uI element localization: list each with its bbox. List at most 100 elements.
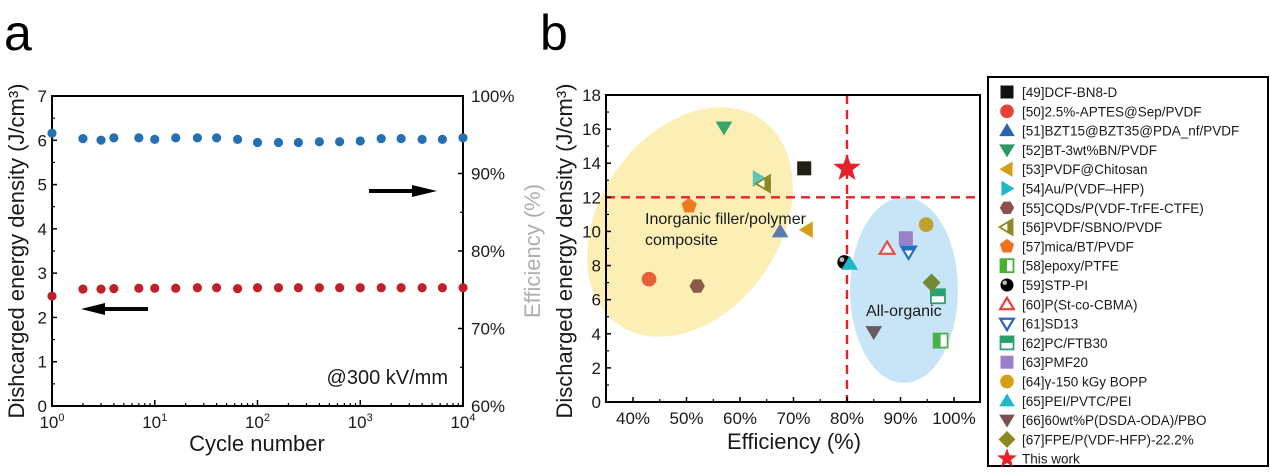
legend-item: [60]P(St-co-CBMA): [998, 295, 1138, 312]
energy-density-point: [134, 283, 144, 293]
legend-item: [63]PMF20: [1000, 355, 1088, 370]
chart-a-xtick-label: 101: [142, 412, 167, 432]
energy-density-point: [273, 283, 284, 293]
data-point: [833, 153, 861, 180]
reference-lines: [606, 95, 980, 402]
efficiency-point: [273, 137, 284, 148]
legend-marker-icon: [1000, 374, 1014, 389]
legend-label: [50]2.5%-APTES@Sep/PVDF: [1022, 104, 1202, 119]
arrow-left-icon: [81, 303, 148, 315]
legend-label: [62]PC/FTB30: [1022, 336, 1108, 351]
efficiency-point: [293, 137, 303, 148]
legend-marker-icon: [998, 430, 1016, 448]
chart-a-y2tick-label: 80%: [471, 242, 505, 261]
energy-density-point: [417, 283, 427, 293]
legend-item: [49]DCF-BN8-D: [1000, 85, 1118, 100]
region-all-organic: [850, 197, 958, 383]
legend-item: [53]PVDF@Chitosan: [999, 161, 1148, 177]
legend-label: [51]BZT15@BZT35@PDA_nf/PVDF: [1022, 124, 1239, 139]
energy-density-point: [335, 283, 345, 293]
data-point: [922, 273, 941, 292]
energy-density-point: [437, 283, 447, 293]
chart-a-ytick-label: 4: [38, 220, 47, 239]
legend-item: [57]mica/BT/PVDF: [999, 238, 1134, 254]
chart-b-ytick-label: 16: [582, 120, 601, 139]
chart-b-xtick-label: 80%: [830, 409, 864, 428]
efficiency-point: [47, 128, 57, 138]
energy-density-point: [192, 283, 202, 293]
efficiency-point: [212, 133, 222, 143]
legend-marker-icon: [1001, 180, 1015, 197]
efficiency-point: [396, 134, 406, 144]
legend-item: [55]CQDs/P(VDF-TrFE-CTFE): [999, 201, 1204, 216]
data-point: [899, 245, 918, 262]
efficiency-point: [335, 137, 345, 147]
energy-density-point: [252, 283, 263, 293]
legend-label: [66]60wt%P(DSDA-ODA)/PBO: [1022, 413, 1207, 428]
data-point: [641, 271, 657, 287]
chart-a-xtick-label: 103: [348, 412, 373, 432]
legend-marker-icon: [997, 448, 1017, 468]
efficiency-point: [252, 137, 263, 148]
efficiency-point: [78, 134, 88, 144]
chart-b-ytick-label: 6: [592, 291, 601, 310]
efficiency-point: [109, 133, 119, 143]
energy-density-point: [78, 284, 88, 294]
legend-item: [67]FPE/P(VDF-HFP)-22.2%: [998, 430, 1194, 448]
chart-a-ytick-label: 3: [38, 264, 47, 283]
chart-b-xtick-label: 70%: [776, 409, 810, 428]
data-point: [932, 332, 949, 349]
efficiency-point: [458, 133, 468, 143]
efficiency-point: [417, 134, 427, 144]
data-point: [754, 173, 771, 194]
chart-b-ytick-label: 14: [582, 154, 601, 173]
chart-a-points: [47, 128, 468, 301]
panel-label-b: b: [540, 5, 568, 61]
efficiency-point: [171, 133, 181, 143]
data-point: [865, 326, 883, 341]
legend-label: [57]mica/BT/PVDF: [1022, 239, 1134, 254]
legend-item: [64]γ-150 kGy BOPP: [1000, 375, 1147, 390]
chart-a-ytick-label: 1: [38, 353, 47, 372]
chart-a-y2tick-label: 70%: [471, 320, 505, 339]
chart-a-y2tick-label: 90%: [471, 165, 505, 184]
data-point: [797, 161, 812, 176]
legend-item: [62]PC/FTB30: [999, 335, 1108, 351]
energy-density-point: [150, 283, 160, 293]
legend-label: [65]PEI/PVTC/PEI: [1022, 394, 1132, 409]
legend-item: [54]Au/P(VDF–HFP): [1001, 180, 1144, 197]
data-point: [798, 221, 813, 239]
legend-marker-icon: [999, 161, 1013, 177]
efficiency-point: [355, 136, 365, 146]
chart-a-ytick-label: 0: [38, 397, 47, 416]
chart-b-xtick-label: 100%: [932, 409, 975, 428]
chart-b-xtick-label: 90%: [883, 409, 917, 428]
energy-density-point: [376, 283, 386, 293]
chart-b-points: [641, 121, 949, 349]
region-inorganic-label-line2: composite: [645, 232, 718, 249]
energy-density-point: [109, 284, 119, 294]
legend-marker-icon: [999, 201, 1015, 214]
chart-a-ticks: 0 1 2 3 4 5 6 7 60% 70% 80% 90% 100% 100 101 102 103 104: [38, 87, 515, 432]
legend-marker-icon: [999, 144, 1015, 158]
region-inorganic-label-line1: Inorganic filler/polymer: [645, 211, 807, 228]
chart-a-ytick-label: 5: [38, 176, 47, 195]
chart-b-xtick-label: 40%: [616, 409, 650, 428]
legend-marker-icon: [999, 414, 1015, 428]
legend-marker-icon: [1000, 278, 1014, 292]
energy-density-point: [171, 283, 181, 293]
chart-b: Inorganic filler/polymer composite All-o…: [552, 83, 981, 454]
legend-label: [67]FPE/P(VDF-HFP)-22.2%: [1022, 432, 1194, 447]
energy-density-point: [96, 284, 106, 294]
legend-item: [61]SD13: [998, 317, 1078, 333]
legend-item: [51]BZT15@BZT35@PDA_nf/PVDF: [999, 123, 1239, 139]
energy-density-point: [232, 284, 243, 294]
legend-label: [63]PMF20: [1022, 355, 1088, 370]
legend-marker-icon: [998, 295, 1016, 311]
legend-item: [58]epoxy/PTFE: [999, 258, 1119, 274]
chart-a-xlabel: Cycle number: [189, 431, 325, 456]
chart-a-ytick-label: 6: [38, 131, 47, 150]
legend-marker-icon: [999, 123, 1015, 137]
data-point: [918, 217, 934, 232]
